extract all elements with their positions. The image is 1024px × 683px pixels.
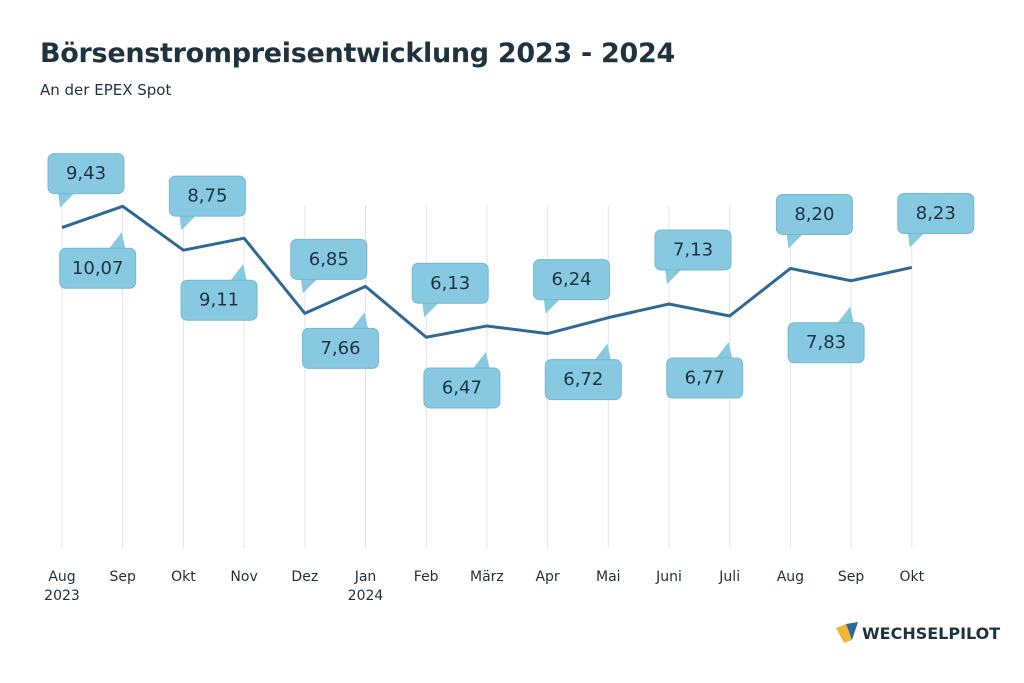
- x-tick-label: Sep: [837, 569, 865, 585]
- callout-tail: [350, 312, 369, 331]
- callout-box: [302, 327, 379, 369]
- callout: 6,47: [423, 351, 501, 409]
- x-tick-label: Jan 2024: [347, 569, 384, 604]
- chart-title: Börsenstrompreisentwicklung 2023 - 2024: [40, 38, 675, 69]
- callout-tail: [422, 301, 441, 318]
- callout: 6,13: [411, 262, 489, 318]
- callout-tail: [58, 191, 76, 208]
- callout-tail: [107, 232, 126, 251]
- callout-box: [47, 153, 125, 195]
- x-tick-label: Juni: [656, 569, 682, 585]
- value-label: 6,72: [563, 369, 603, 390]
- callout-box: [423, 367, 501, 409]
- callout-tail: [907, 231, 926, 248]
- callout: 6,72: [544, 343, 622, 401]
- callout-tail: [543, 297, 562, 314]
- value-label: 7,13: [673, 240, 713, 261]
- x-tick-label: Aug 2023: [44, 569, 80, 604]
- value-label: 8,23: [916, 203, 956, 224]
- callout: 6,85: [290, 238, 368, 294]
- value-label: 6,85: [309, 249, 349, 270]
- callout-tail: [786, 232, 805, 249]
- value-label: 7,66: [320, 338, 360, 359]
- x-tick-label: Feb: [413, 569, 439, 585]
- callout: 7,13: [654, 229, 732, 285]
- callout-box: [59, 247, 137, 289]
- callout: 8,23: [897, 192, 975, 248]
- callout-box: [290, 238, 368, 280]
- callout-tail: [836, 306, 855, 325]
- x-tick-label: Dez: [291, 569, 319, 585]
- callout-box: [666, 357, 744, 399]
- x-tick-label: Nov: [230, 569, 258, 585]
- value-label: 6,47: [442, 377, 482, 398]
- value-label: 6,13: [430, 273, 470, 294]
- callout: 10,07: [59, 232, 137, 289]
- callout: 9,43: [47, 153, 125, 208]
- x-tick-label: Juli: [719, 569, 741, 585]
- callout-tail: [593, 343, 612, 362]
- callout: 6,24: [533, 259, 611, 314]
- callout: 7,66: [302, 312, 379, 369]
- value-label: 9,11: [199, 290, 239, 311]
- x-tick-label: Okt: [899, 569, 925, 585]
- value-label: 8,75: [187, 186, 227, 207]
- callout-box: [544, 359, 622, 401]
- callout-box: [411, 262, 489, 304]
- callout-box: [654, 229, 732, 271]
- callout-tail: [714, 341, 733, 360]
- line: [61, 204, 913, 339]
- brand-logo: [836, 622, 858, 643]
- callout-box: [533, 259, 611, 301]
- callout-tail: [665, 268, 683, 285]
- callout: 8,75: [168, 175, 246, 231]
- value-label: 10,07: [72, 258, 124, 279]
- value-label: 7,83: [806, 332, 846, 353]
- x-tick-label: Mai: [596, 569, 621, 585]
- chart-subtitle: An der EPEX Spot: [40, 81, 172, 99]
- x-tick-label: Sep: [109, 569, 136, 585]
- callout-box: [775, 193, 853, 235]
- x-tick-label: Aug: [776, 569, 805, 585]
- callout-box: [787, 322, 865, 364]
- callout: 7,83: [787, 306, 865, 364]
- callout-box: [180, 279, 258, 321]
- x-tick-label: März: [470, 569, 504, 585]
- callout-box: [897, 192, 975, 234]
- value-label: 6,77: [685, 367, 725, 388]
- callout: 8,20: [775, 193, 853, 249]
- callout-tail: [229, 264, 248, 283]
- callout: 6,77: [666, 341, 744, 399]
- callout-tail: [471, 351, 490, 370]
- callout-tail: [179, 214, 198, 231]
- value-label: 6,24: [552, 269, 592, 290]
- x-tick-label: Apr: [535, 569, 560, 585]
- value-label: 8,20: [794, 204, 834, 225]
- callout-tail: [300, 277, 319, 294]
- x-tick-label: Okt: [171, 569, 196, 585]
- brand-name: WECHSELPILOT: [862, 624, 1001, 643]
- callout: 9,11: [180, 264, 258, 321]
- callout-box: [168, 175, 246, 217]
- value-label: 9,43: [66, 163, 106, 184]
